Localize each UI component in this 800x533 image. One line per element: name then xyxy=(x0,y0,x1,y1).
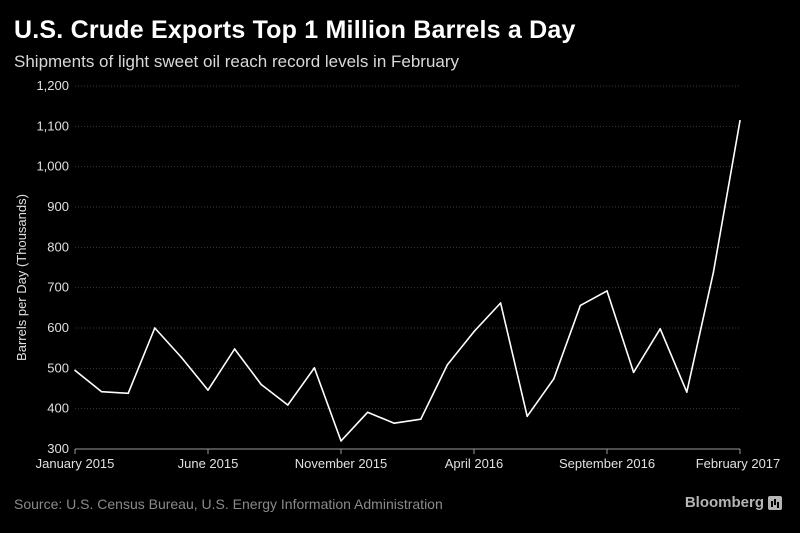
y-tick-label: 800 xyxy=(47,239,69,254)
data-point xyxy=(207,389,209,391)
series-group xyxy=(74,119,741,442)
data-point xyxy=(366,411,369,414)
brand-logo: Bloomberg xyxy=(685,494,782,511)
data-point xyxy=(287,404,289,406)
data-point xyxy=(526,415,528,418)
source-note: Source: U.S. Census Bureau, U.S. Energy … xyxy=(14,496,443,512)
series-line xyxy=(74,120,741,442)
data-point xyxy=(180,356,183,359)
data-point xyxy=(127,392,129,395)
x-tick-label: February 2017 xyxy=(696,456,781,471)
data-point xyxy=(659,328,661,330)
data-point xyxy=(420,418,422,420)
data-point xyxy=(446,363,449,366)
y-tick-label: 1,000 xyxy=(36,159,69,174)
data-point xyxy=(233,348,236,350)
x-tick-label: September 2016 xyxy=(559,456,655,471)
x-tick-label: April 2016 xyxy=(445,456,504,471)
y-tick-label: 900 xyxy=(47,199,69,214)
y-axis: 300 400 500 600 700 800 900 1,000 1,100 1,200 xyxy=(36,78,69,456)
x-tick-label: January 2015 xyxy=(36,456,115,471)
y-tick-label: 600 xyxy=(47,320,69,335)
data-point xyxy=(606,290,608,292)
data-point xyxy=(100,390,103,393)
data-point xyxy=(739,119,741,122)
data-point xyxy=(260,383,263,386)
data-point xyxy=(686,391,688,393)
x-axis: January 2015 June 2015 November 2015 April … xyxy=(36,448,781,471)
data-point xyxy=(499,302,502,304)
y-tick-label: 1,200 xyxy=(36,78,69,93)
data-point xyxy=(632,371,635,374)
data-point xyxy=(579,304,582,307)
data-point xyxy=(154,327,156,329)
data-point xyxy=(74,369,76,372)
y-axis-title: Barrels per Day (Thousands) xyxy=(14,194,29,361)
data-point xyxy=(473,330,475,333)
bloomberg-chart-icon xyxy=(768,495,782,510)
y-tick-label: 700 xyxy=(47,280,69,295)
data-point xyxy=(313,367,316,369)
x-tick-label: November 2015 xyxy=(295,456,388,471)
chart-subtitle: Shipments of light sweet oil reach recor… xyxy=(14,52,460,71)
x-tick-label: June 2015 xyxy=(178,456,239,471)
y-tick-label: 1,100 xyxy=(36,118,69,133)
data-point xyxy=(712,271,715,274)
data-point xyxy=(393,422,396,424)
chart-title: U.S. Crude Exports Top 1 Million Barrels… xyxy=(14,16,576,44)
y-tick-label: 500 xyxy=(47,360,69,375)
data-point xyxy=(340,440,342,442)
y-tick-label: 400 xyxy=(47,401,69,416)
brand-name: Bloomberg xyxy=(684,494,764,511)
y-tick-label: 300 xyxy=(47,441,69,456)
data-point xyxy=(553,378,555,380)
